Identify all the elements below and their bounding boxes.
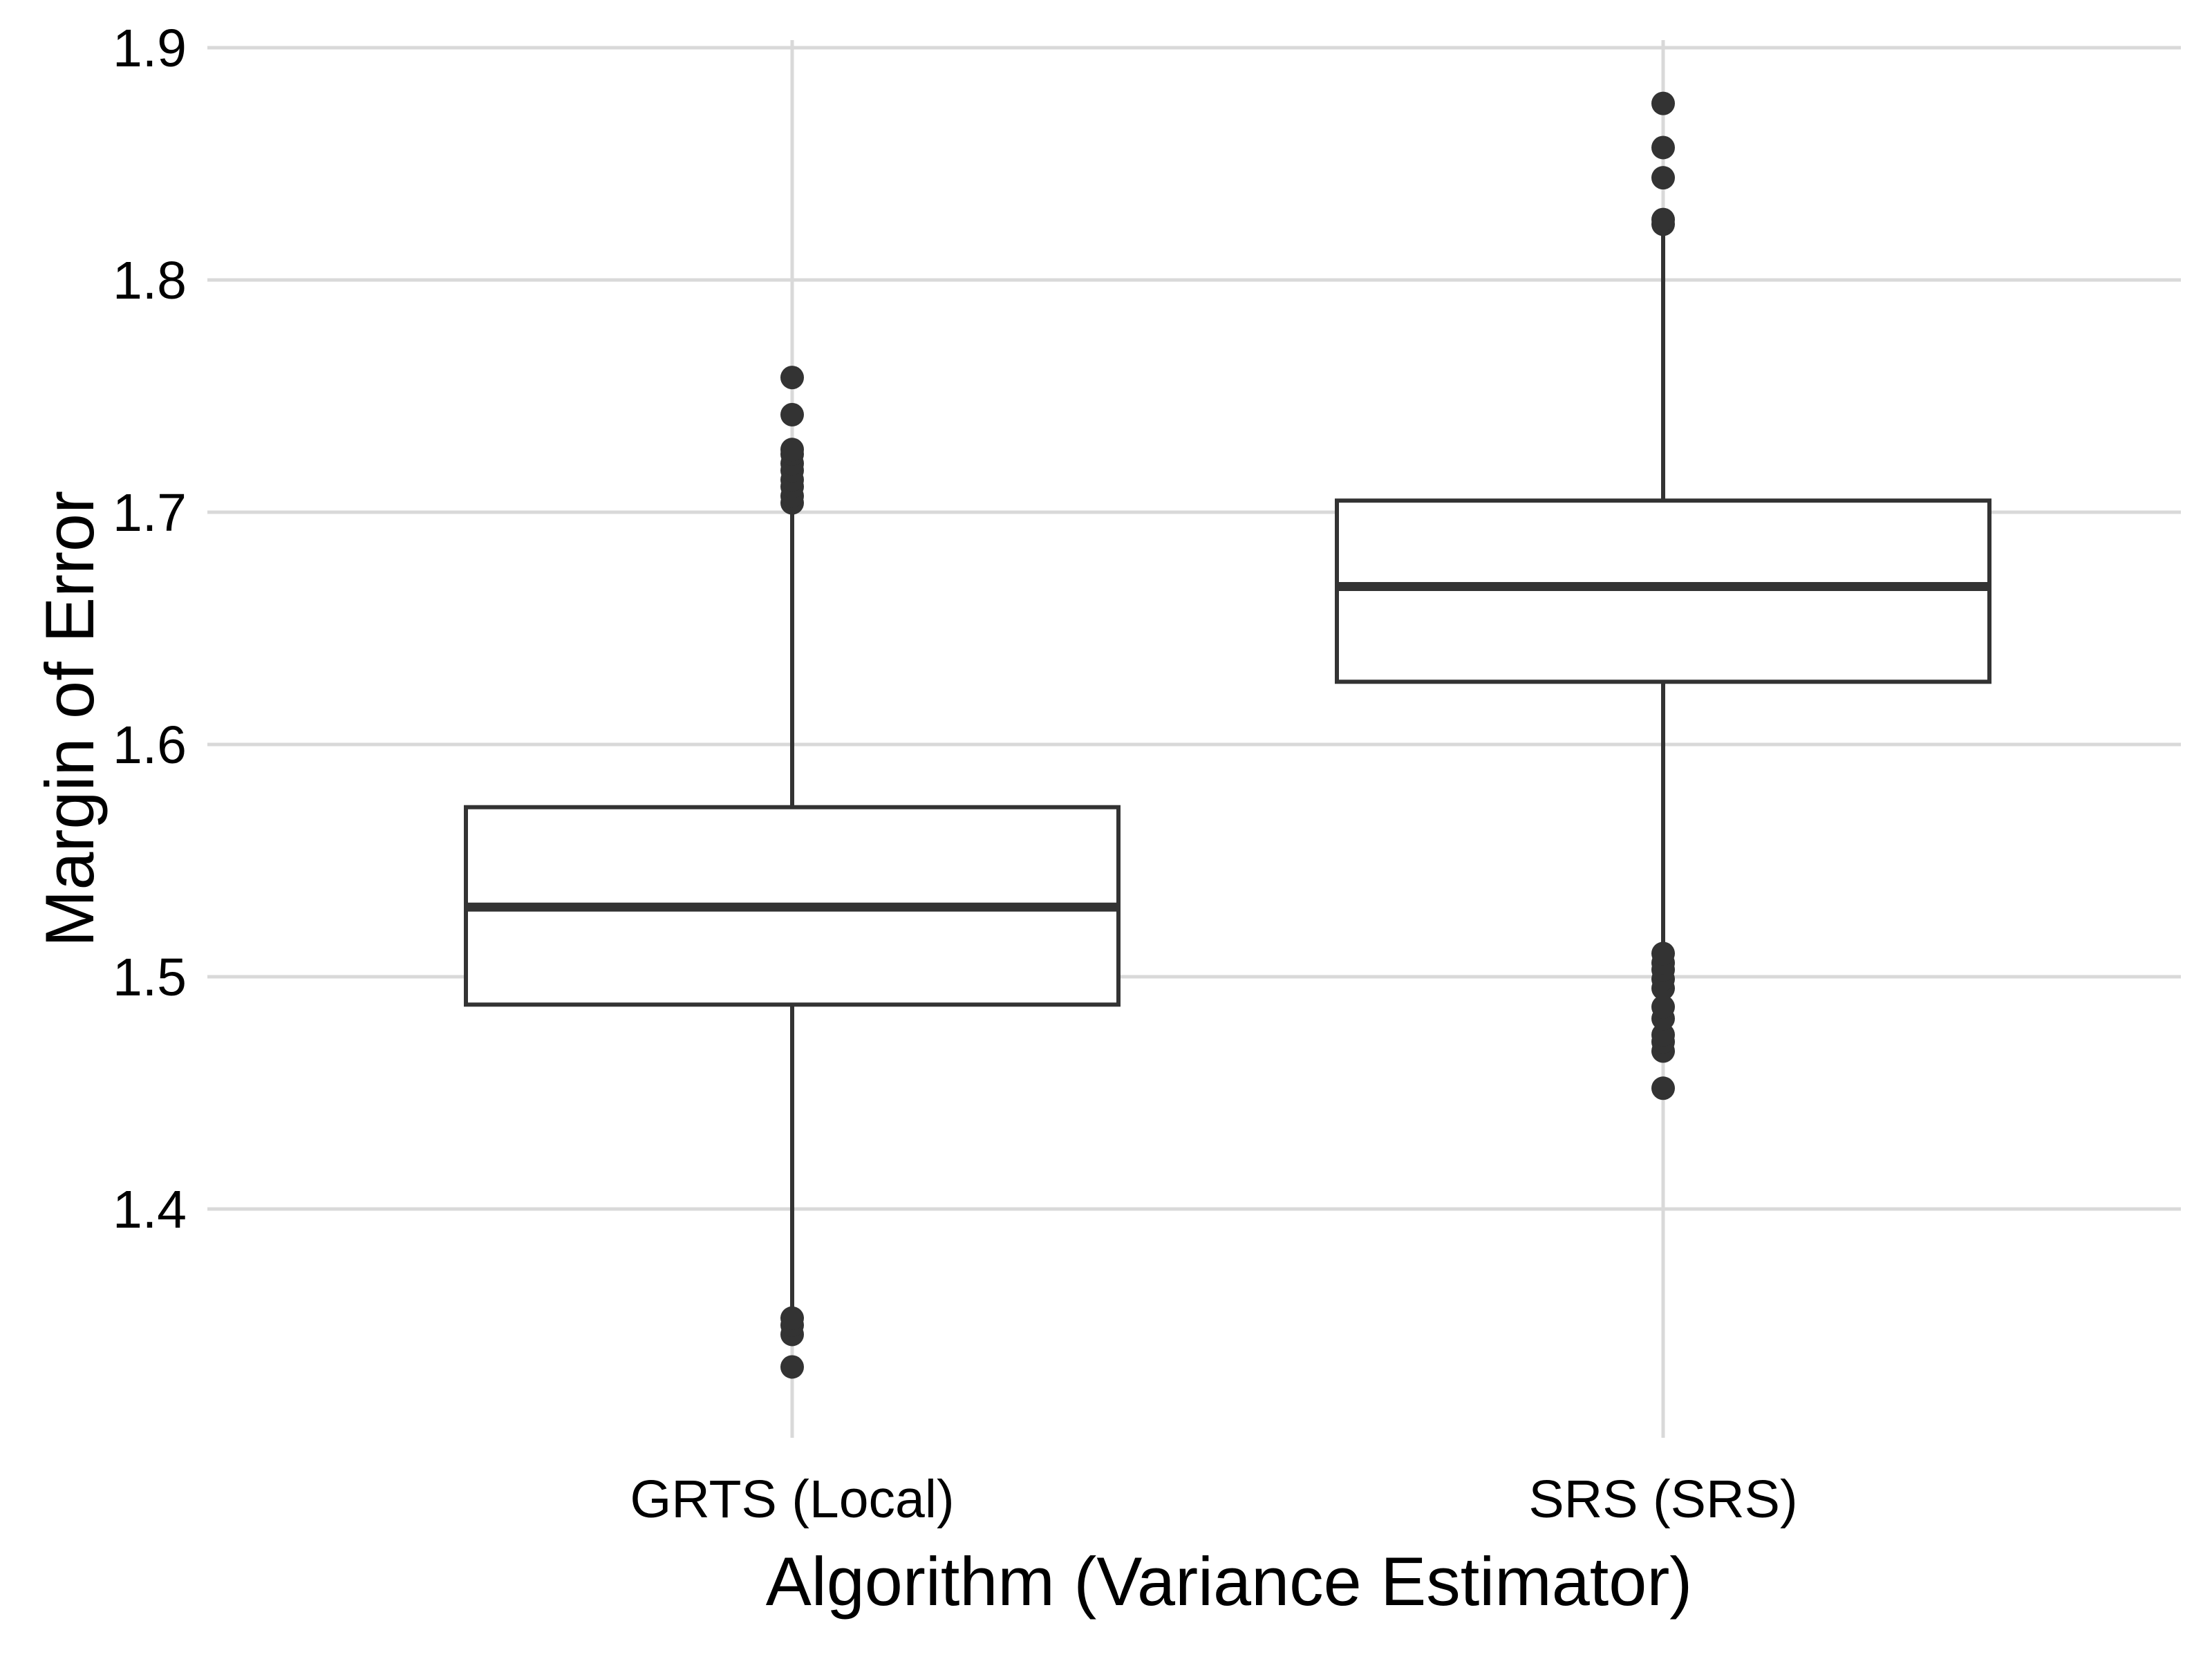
y-axis-ticks: 1.4 1.5 1.6 1.7 1.8 1.9	[113, 19, 187, 1239]
boxes	[464, 91, 1991, 1379]
box-group	[464, 366, 1121, 1379]
outlier-point	[780, 438, 804, 462]
y-tick-label: 1.4	[113, 1180, 187, 1239]
y-tick-label: 1.7	[113, 483, 187, 543]
outlier-point	[1651, 166, 1675, 190]
outlier-point	[1651, 995, 1675, 1019]
y-tick-label: 1.5	[113, 948, 187, 1007]
outlier-point	[780, 366, 804, 390]
x-tick-label: SRS (SRS)	[1528, 1470, 1797, 1529]
y-tick-label: 1.8	[113, 251, 187, 310]
x-tick-label: GRTS (Local)	[630, 1470, 954, 1529]
outlier-point	[1651, 207, 1675, 232]
y-tick-label: 1.6	[113, 715, 187, 775]
outlier-point	[1651, 135, 1675, 160]
outlier-point	[1651, 1023, 1675, 1047]
outlier-point	[780, 402, 804, 427]
box-group	[1335, 91, 1991, 1100]
outlier-point	[1651, 941, 1675, 966]
y-tick-label: 1.9	[113, 19, 187, 78]
outlier-point	[1651, 91, 1675, 115]
x-axis-ticks: GRTS (Local) SRS (SRS)	[630, 1470, 1797, 1529]
outlier-point	[780, 1355, 804, 1379]
y-axis-title: Margin of Error	[31, 491, 108, 947]
grid-lines	[207, 40, 2181, 1438]
outlier-point	[1651, 1076, 1675, 1100]
outlier-point	[780, 1306, 804, 1330]
x-axis-title: Algorithm (Variance Estimator)	[766, 1543, 1693, 1620]
box-iqr	[1335, 498, 1991, 684]
